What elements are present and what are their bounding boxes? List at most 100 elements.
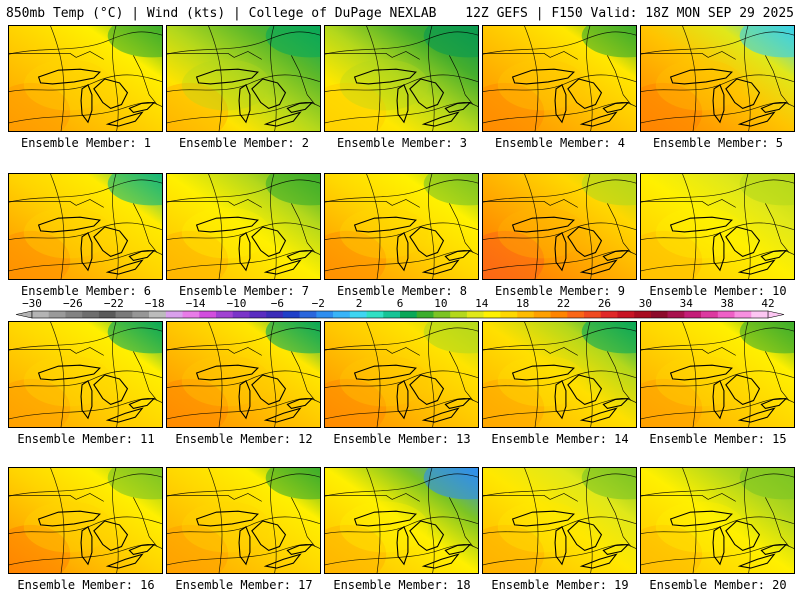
ensemble-member-label: Ensemble Member: 10	[649, 284, 787, 298]
ensemble-map-panel	[166, 321, 321, 428]
colorbar-swatch	[751, 311, 769, 318]
temperature-field-map	[167, 26, 320, 131]
ensemble-map-panel	[8, 173, 163, 280]
colorbar-swatch	[282, 311, 300, 318]
colorbar-swatch	[82, 311, 100, 318]
colorbar-swatch	[32, 311, 50, 318]
colorbar-swatch	[667, 311, 685, 318]
colorbar-swatch	[98, 311, 116, 318]
colorbar-swatch	[383, 311, 401, 318]
colorbar-tick-label: 38	[720, 297, 733, 310]
ensemble-member-label: Ensemble Member: 4	[494, 136, 626, 150]
ensemble-member-label: Ensemble Member: 13	[333, 432, 471, 446]
map-title: 850mb Temp (°C) | Wind (kts) | College o…	[6, 6, 437, 21]
colorbar-tick-label: 26	[598, 297, 611, 310]
colorbar-swatch	[316, 311, 334, 318]
colorbar-swatch	[182, 311, 200, 318]
temperature-field-map	[641, 322, 794, 427]
ensemble-map-panel	[482, 321, 637, 428]
colorbar-swatch	[717, 311, 735, 318]
colorbar-swatch	[299, 311, 317, 318]
temperature-field-map	[641, 468, 794, 573]
colorbar-tick-label: 14	[475, 297, 489, 310]
colorbar-tick-label: 22	[557, 297, 570, 310]
colorbar-swatch	[400, 311, 418, 318]
temperature-color-scale: −30 −26 −22 −18 −14 −10 −6 −2 2 6 10 14 18 22 26 30 34 38…	[15, 297, 785, 319]
ensemble-map-panel	[324, 467, 479, 574]
colorbar-swatch	[366, 311, 384, 318]
colorbar-tick-label: −30	[22, 297, 42, 310]
colorbar-tick-label: 34	[680, 297, 694, 310]
colorbar-swatch	[349, 311, 367, 318]
temperature-field-map	[641, 26, 794, 131]
temperature-field-map	[325, 26, 478, 131]
colorbar-swatch	[165, 311, 183, 318]
temperature-field-map	[483, 322, 636, 427]
ensemble-member-label: Ensemble Member: 12	[175, 432, 313, 446]
ensemble-map-panel	[166, 25, 321, 132]
ensemble-member-label: Ensemble Member: 17	[175, 578, 313, 592]
colorbar-swatch	[115, 311, 133, 318]
colorbar-tick-label: −6	[271, 297, 284, 310]
ensemble-map-panel	[8, 467, 163, 574]
ensemble-member-label: Ensemble Member: 19	[491, 578, 629, 592]
colorbar-tick-label: 10	[434, 297, 447, 310]
ensemble-member-label: Ensemble Member: 11	[17, 432, 155, 446]
temperature-field-map	[9, 322, 162, 427]
temperature-field-map	[325, 468, 478, 573]
ensemble-member-label: Ensemble Member: 8	[336, 284, 468, 298]
ensemble-map-panel	[482, 173, 637, 280]
temperature-field-map	[167, 322, 320, 427]
colorbar-tick-label: 6	[397, 297, 404, 310]
ensemble-member-label: Ensemble Member: 14	[491, 432, 629, 446]
colorbar-tick-label: −22	[104, 297, 124, 310]
temperature-field-map	[9, 26, 162, 131]
colorbar-swatch	[216, 311, 234, 318]
temperature-field-map	[167, 468, 320, 573]
temperature-field-map	[483, 468, 636, 573]
temperature-field-map	[9, 468, 162, 573]
colorbar-tick-label: −2	[312, 297, 325, 310]
colorbar-swatch	[333, 311, 351, 318]
temperature-field-map	[167, 174, 320, 279]
ensemble-map-panel	[8, 25, 163, 132]
ensemble-map-panel	[324, 321, 479, 428]
colorbar-swatch	[266, 311, 284, 318]
ensemble-map-panel	[482, 467, 637, 574]
ensemble-member-label: Ensemble Member: 1	[20, 136, 152, 150]
ensemble-member-label: Ensemble Member: 15	[649, 432, 787, 446]
colorbar-tick-label: −26	[63, 297, 83, 310]
temperature-field-map	[325, 174, 478, 279]
colorbar-swatch	[701, 311, 719, 318]
colorbar-max-arrow	[767, 310, 785, 319]
ensemble-member-label: Ensemble Member: 6	[20, 284, 152, 298]
ensemble-map-panel	[640, 467, 795, 574]
colorbar-swatch	[650, 311, 668, 318]
colorbar-swatch	[517, 311, 535, 318]
ensemble-map-panel	[166, 467, 321, 574]
colorbar-swatch	[684, 311, 702, 318]
ensemble-map-panel	[166, 173, 321, 280]
temperature-field-map	[9, 174, 162, 279]
colorbar-swatch	[533, 311, 551, 318]
colorbar-swatch	[567, 311, 585, 318]
ensemble-member-label: Ensemble Member: 7	[178, 284, 310, 298]
ensemble-member-label: Ensemble Member: 5	[652, 136, 784, 150]
colorbar-swatch	[617, 311, 635, 318]
ensemble-member-label: Ensemble Member: 2	[178, 136, 310, 150]
ensemble-member-label: Ensemble Member: 18	[333, 578, 471, 592]
ensemble-member-label: Ensemble Member: 9	[494, 284, 626, 298]
colorbar-swatch	[132, 311, 150, 318]
colorbar-tick-label: −14	[186, 297, 206, 310]
colorbar-tick-label: −10	[227, 297, 247, 310]
ensemble-map-panel	[640, 25, 795, 132]
colorbar-swatch	[500, 311, 518, 318]
ensemble-map-panel	[482, 25, 637, 132]
ensemble-map-panel	[8, 321, 163, 428]
ensemble-member-label: Ensemble Member: 16	[17, 578, 155, 592]
colorbar-swatch	[199, 311, 217, 318]
colorbar-swatch	[550, 311, 568, 318]
temperature-field-map	[483, 174, 636, 279]
colorbar-swatch	[48, 311, 66, 318]
colorbar-swatch	[450, 311, 468, 318]
